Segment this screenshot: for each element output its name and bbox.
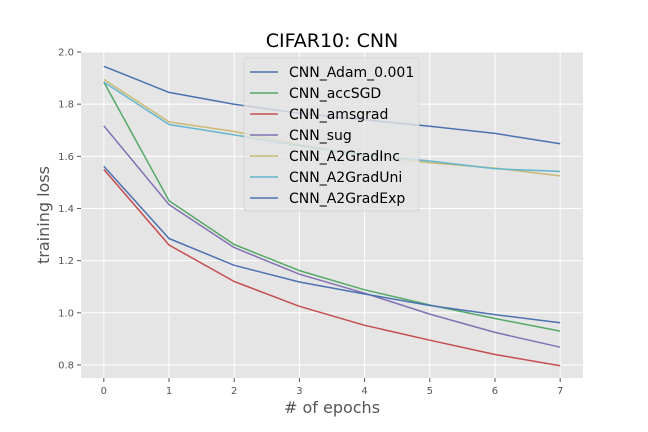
x-tick-label: 7 xyxy=(557,386,563,397)
x-tick-label: 4 xyxy=(361,386,367,397)
x-tick-label: 6 xyxy=(492,386,498,397)
legend-label: CNN_A2GradInc xyxy=(289,149,400,165)
legend-label: CNN_amsgrad xyxy=(289,107,388,123)
series-line-cnn-sug xyxy=(103,125,561,348)
grid xyxy=(81,51,583,378)
y-axis-label: training loss xyxy=(34,166,53,264)
x-tick-label: 5 xyxy=(427,386,433,397)
y-tick-label: 1.0 xyxy=(58,308,74,319)
x-axis-label: # of epochs xyxy=(284,398,380,417)
series-line-cnn-a2gradexp xyxy=(103,165,561,324)
x-tick-label: 2 xyxy=(231,386,237,397)
legend-label: CNN_A2GradExp xyxy=(289,191,405,207)
y-tick-label: 2.0 xyxy=(58,48,74,59)
y-tick-label: 1.4 xyxy=(58,204,74,215)
legend-label: CNN_sug xyxy=(289,128,352,144)
chart-title: CIFAR10: CNN xyxy=(266,30,399,52)
legend-label: CNN_A2GradUni xyxy=(289,170,402,186)
legend-box xyxy=(243,57,420,212)
legend: CNN_Adam_0.001 CNN_accSGD CNN_amsgrad CNN_s… xyxy=(243,57,420,212)
y-tick-label: 1.8 xyxy=(58,100,74,111)
axis-ticks: 0.8 1.0 1.2 1.4 1.6 1.8 2.0 0 1 2 3 4 5 6 7 xyxy=(58,48,563,398)
x-tick-label: 1 xyxy=(166,386,172,397)
y-tick-label: 1.2 xyxy=(58,256,74,267)
series-line-cnn-amsgrad xyxy=(103,168,561,367)
x-tick-label: 0 xyxy=(101,386,107,397)
y-tick-label: 1.6 xyxy=(58,152,74,163)
y-tick-label: 0.8 xyxy=(58,360,74,371)
series-line-cnn-accsgd xyxy=(103,81,561,332)
legend-label: CNN_Adam_0.001 xyxy=(289,65,414,81)
legend-label: CNN_accSGD xyxy=(289,86,381,102)
x-tick-label: 3 xyxy=(296,386,302,397)
